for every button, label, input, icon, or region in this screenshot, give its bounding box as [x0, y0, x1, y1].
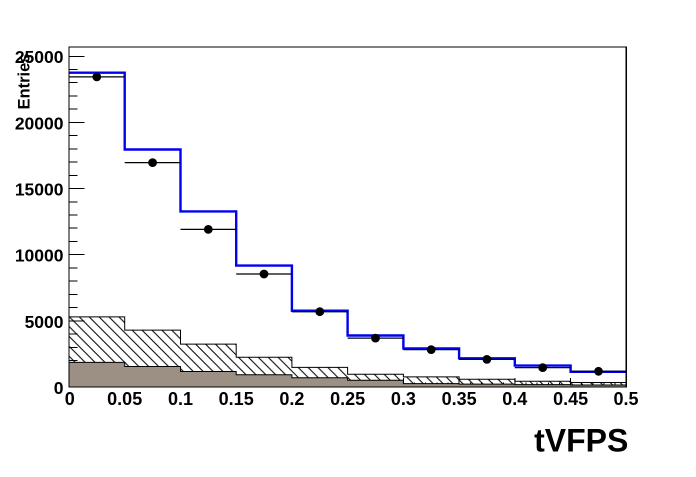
svg-text:0: 0: [54, 378, 64, 398]
svg-text:tVFPS: tVFPS: [534, 423, 628, 459]
svg-text:0.5: 0.5: [613, 389, 638, 409]
svg-text:0.1: 0.1: [168, 389, 193, 409]
svg-text:0: 0: [65, 389, 75, 409]
svg-text:20000: 20000: [15, 113, 64, 133]
svg-text:0.2: 0.2: [279, 389, 304, 409]
svg-text:0.05: 0.05: [107, 389, 142, 409]
svg-text:Entries: Entries: [16, 54, 34, 110]
svg-text:15000: 15000: [15, 180, 64, 200]
svg-text:25000: 25000: [15, 47, 64, 67]
svg-text:5000: 5000: [25, 312, 64, 332]
svg-text:0.3: 0.3: [391, 389, 416, 409]
svg-text:0.15: 0.15: [219, 389, 254, 409]
svg-text:0.35: 0.35: [442, 389, 477, 409]
svg-text:10000: 10000: [15, 246, 64, 266]
svg-text:0.4: 0.4: [502, 389, 527, 409]
svg-text:0.45: 0.45: [553, 389, 588, 409]
svg-text:0.25: 0.25: [330, 389, 365, 409]
